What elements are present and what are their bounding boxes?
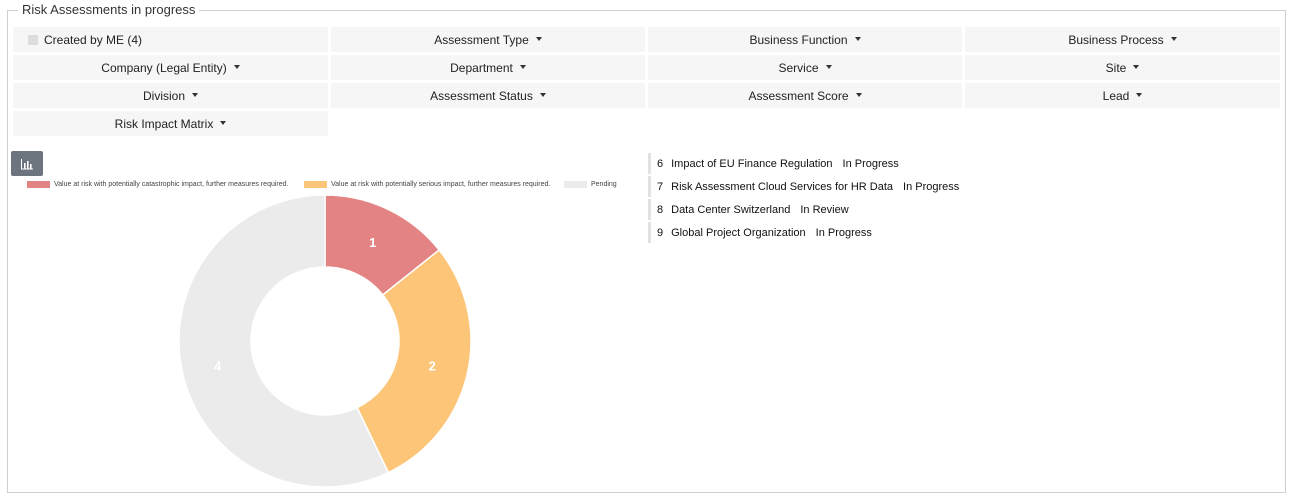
assessment-list: 6 Impact of EU Finance Regulation In Pro…: [648, 153, 959, 245]
assessment-title: Impact of EU Finance Regulation: [671, 157, 833, 170]
donut-slice[interactable]: [178, 194, 390, 488]
list-item[interactable]: 9 Global Project Organization In Progres…: [648, 222, 959, 243]
panel-title: Risk Assessments in progress: [18, 3, 200, 17]
lead-dropdown[interactable]: Lead: [965, 83, 1280, 108]
assessment-id: 8: [657, 203, 664, 216]
slice-value-label: 4: [214, 358, 222, 373]
caret-down-icon: [220, 120, 227, 125]
legend-item-catastrophic[interactable]: Value at risk with potentially catastrop…: [27, 181, 288, 188]
legend-swatch: [304, 181, 327, 188]
company-label: Company (Legal Entity): [101, 60, 227, 75]
risk-impact-matrix-dropdown[interactable]: Risk Impact Matrix: [13, 111, 328, 136]
division-dropdown[interactable]: Division: [13, 83, 328, 108]
legend-swatch: [564, 181, 587, 188]
legend-label: Pending: [591, 181, 617, 188]
service-dropdown[interactable]: Service: [648, 55, 962, 80]
caret-down-icon: [1136, 92, 1143, 97]
assessment-title: Data Center Switzerland: [671, 203, 791, 216]
assessment-score-dropdown[interactable]: Assessment Score: [648, 83, 962, 108]
caret-down-icon: [825, 64, 832, 69]
slice-value-label: 2: [429, 358, 436, 373]
assessment-title: Global Project Organization: [671, 226, 806, 239]
risk-impact-matrix-label: Risk Impact Matrix: [114, 116, 214, 131]
assessment-status-label: Assessment Status: [430, 88, 533, 103]
site-dropdown[interactable]: Site: [965, 55, 1280, 80]
assessment-title: Risk Assessment Cloud Services for HR Da…: [671, 180, 894, 193]
business-function-dropdown[interactable]: Business Function: [648, 27, 962, 52]
created-by-me-label: Created by ME (4): [44, 32, 143, 47]
assessment-type-label: Assessment Type: [434, 32, 529, 47]
created-by-me-filter[interactable]: Created by ME (4): [13, 27, 328, 52]
caret-down-icon: [519, 64, 526, 69]
assessment-status: In Progress: [903, 180, 960, 193]
caret-down-icon: [192, 92, 198, 97]
list-item[interactable]: 8 Data Center Switzerland In Review: [648, 199, 959, 220]
caret-down-icon: [855, 92, 862, 97]
company-dropdown[interactable]: Company (Legal Entity): [13, 55, 328, 80]
assessment-status: In Progress: [842, 157, 899, 170]
division-label: Division: [142, 88, 185, 103]
checkbox-icon[interactable]: [28, 34, 38, 45]
list-item[interactable]: 7 Risk Assessment Cloud Services for HR …: [648, 176, 959, 197]
caret-down-icon: [854, 36, 861, 41]
department-label: Department: [450, 60, 513, 75]
caret-down-icon: [535, 36, 542, 41]
assessment-score-label: Assessment Score: [748, 88, 849, 103]
legend-item-serious[interactable]: Value at risk with potentially serious i…: [304, 181, 550, 188]
site-label: Site: [1105, 60, 1127, 75]
legend-item-pending[interactable]: Pending: [564, 181, 617, 188]
business-function-label: Business Function: [749, 32, 848, 47]
caret-down-icon: [1133, 64, 1140, 69]
assessment-status: In Review: [800, 203, 849, 216]
chart-toggle-button[interactable]: [11, 151, 43, 176]
lead-label: Lead: [1102, 88, 1130, 103]
list-item[interactable]: 6 Impact of EU Finance Regulation In Pro…: [648, 153, 959, 174]
donut-slice[interactable]: [356, 248, 472, 474]
slice-value-label: 1: [369, 235, 376, 250]
legend-label: Value at risk with potentially catastrop…: [54, 181, 289, 188]
bar-chart-icon: [21, 158, 33, 169]
legend-label: Value at risk with potentially serious i…: [331, 181, 551, 188]
department-dropdown[interactable]: Department: [331, 55, 645, 80]
assessment-id: 6: [657, 157, 664, 170]
risk-assessments-panel: [7, 10, 1286, 493]
service-label: Service: [778, 60, 819, 75]
business-process-dropdown[interactable]: Business Process: [965, 27, 1280, 52]
caret-down-icon: [233, 64, 240, 69]
assessment-id: 9: [657, 226, 664, 239]
legend-swatch: [27, 181, 50, 188]
assessment-id: 7: [657, 180, 664, 193]
caret-down-icon: [539, 92, 546, 97]
assessment-status-dropdown[interactable]: Assessment Status: [331, 83, 645, 108]
caret-down-icon: [1170, 36, 1177, 41]
assessment-type-dropdown[interactable]: Assessment Type: [331, 27, 645, 52]
business-process-label: Business Process: [1068, 32, 1164, 47]
assessment-status: In Progress: [815, 226, 872, 239]
